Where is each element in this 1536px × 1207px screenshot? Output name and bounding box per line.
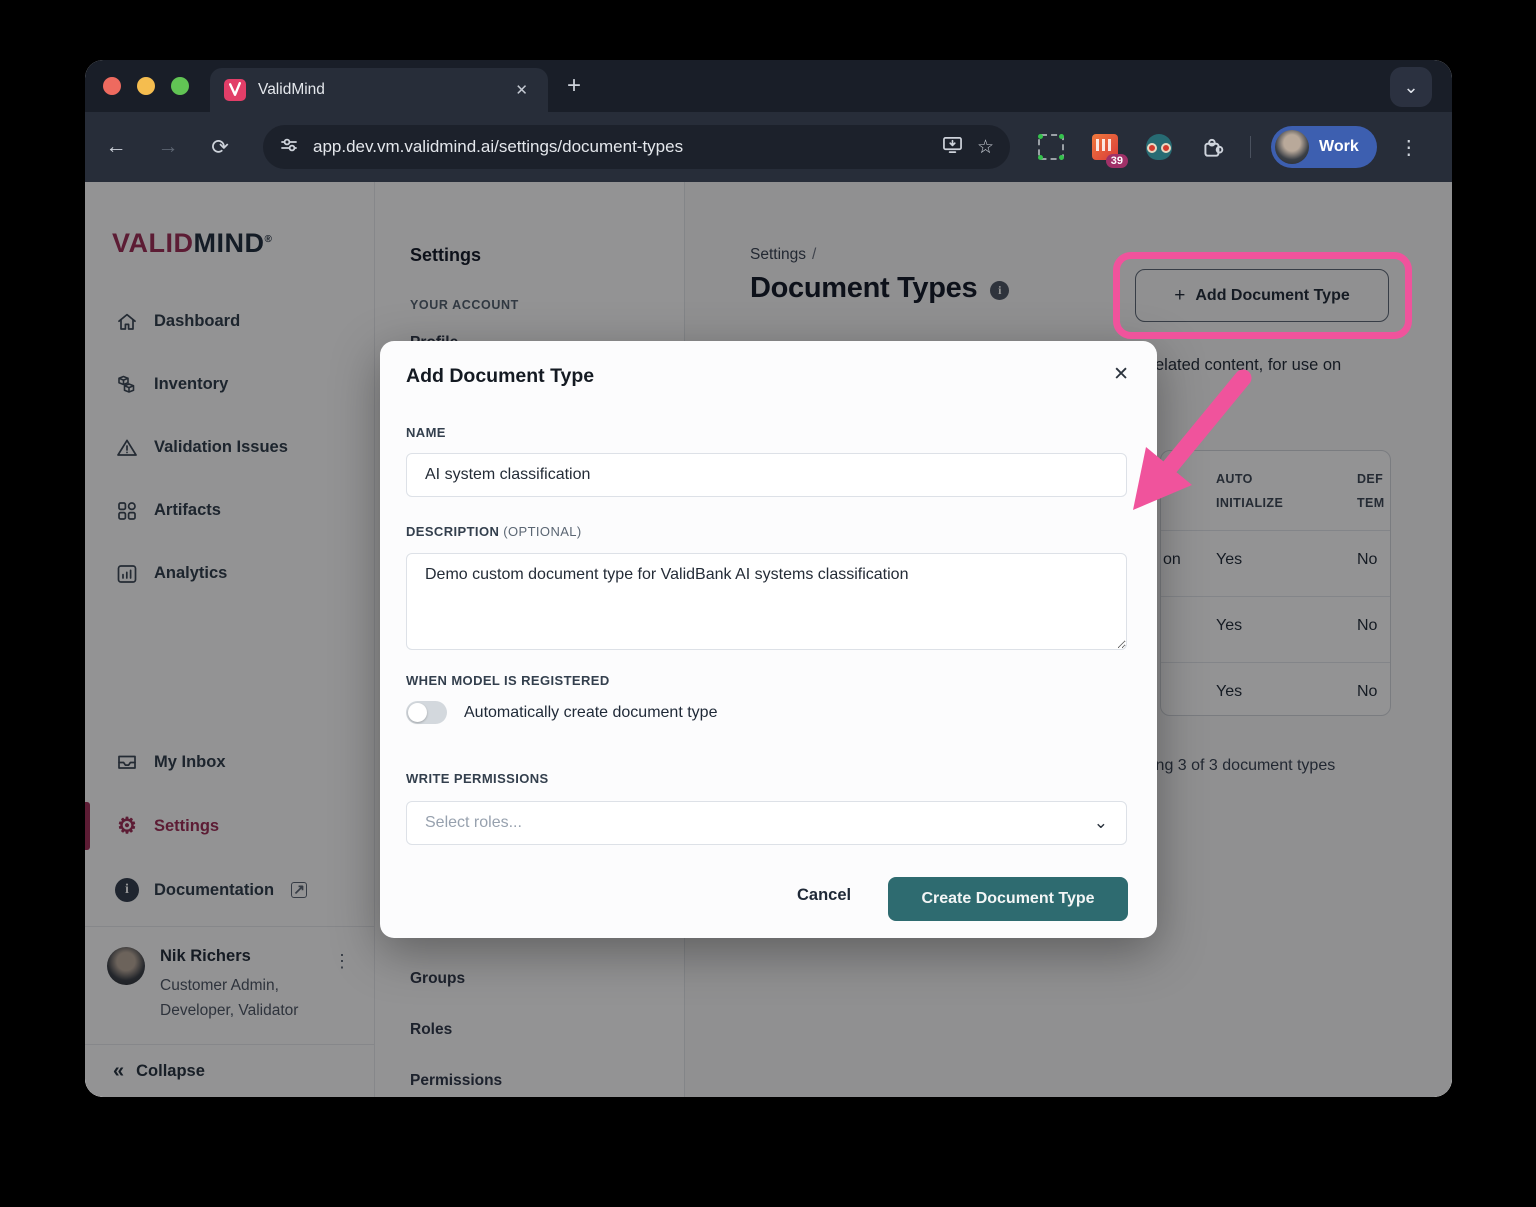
warning-triangle-icon — [117, 439, 137, 456]
description-label: DESCRIPTION (OPTIONAL) — [406, 524, 582, 539]
browser-window: ValidMind ✕ + ⌄ ← → ⟳ app.dev.vm.validmi… — [85, 60, 1452, 1097]
sidebar-item-inventory[interactable]: Inventory — [85, 353, 374, 416]
grid-icon — [118, 501, 136, 520]
extension-badge: 39 — [1105, 154, 1128, 168]
keyboard-extension-icon[interactable]: 39 — [1092, 134, 1128, 168]
add-document-type-button[interactable]: + Add Document Type — [1135, 269, 1389, 322]
name-input[interactable] — [406, 453, 1127, 497]
write-permissions-label: WRITE PERMISSIONS — [406, 771, 549, 786]
browser-tab[interactable]: ValidMind ✕ — [210, 68, 548, 112]
auto-create-toggle[interactable] — [406, 701, 447, 724]
screenshot-extension-icon[interactable] — [1038, 134, 1064, 160]
new-tab-button[interactable]: + — [567, 72, 582, 99]
modal-close-icon[interactable]: ✕ — [1113, 364, 1129, 385]
user-avatar — [107, 947, 145, 985]
collapse-chevrons-icon: « — [113, 1059, 125, 1082]
back-icon[interactable]: ← — [105, 135, 127, 158]
user-block[interactable]: Nik Richers Customer Admin, Developer, V… — [85, 926, 374, 1044]
info-icon: i — [115, 878, 139, 902]
sidebar-item-artifacts[interactable]: Artifacts — [85, 479, 374, 542]
site-settings-icon[interactable] — [279, 135, 299, 160]
settings-nav-title: Settings — [410, 245, 482, 265]
gear-icon: ⚙ — [117, 813, 137, 838]
table-header-row: AUTO INITIALIZE DEF TEM — [1161, 451, 1390, 531]
sidebar-item-settings[interactable]: ⚙ Settings — [85, 794, 374, 858]
bar-chart-icon — [117, 564, 137, 583]
document-types-table: AUTO INITIALIZE DEF TEM on Yes No Yes — [1160, 450, 1391, 716]
sidebar-item-documentation[interactable]: i Documentation ↗ — [85, 858, 374, 922]
external-link-icon: ↗ — [291, 882, 308, 898]
browser-menu-kebab-icon[interactable]: ⋮ — [1398, 136, 1419, 159]
toolbar-divider — [1250, 136, 1251, 158]
collapse-sidebar-button[interactable]: « Collapse — [85, 1044, 374, 1097]
tab-strip: ValidMind ✕ + ⌄ — [85, 60, 1452, 112]
settings-nav-item-roles[interactable]: Roles — [410, 1021, 453, 1038]
table-count-caption: ing 3 of 3 document types — [1152, 757, 1336, 774]
toggle-knob — [408, 703, 427, 722]
settings-nav-item-groups[interactable]: Groups — [410, 970, 466, 987]
roles-select-placeholder: Select roles... — [425, 814, 522, 831]
plus-icon: + — [1174, 284, 1186, 306]
table-row[interactable]: Yes No — [1216, 683, 1378, 700]
add-document-type-modal: Add Document Type ✕ NAME DESCRIPTION (OP… — [380, 341, 1157, 938]
annotation-arrow — [1133, 369, 1252, 510]
reload-icon[interactable]: ⟳ — [211, 135, 229, 159]
auto-create-toggle-label: Automatically create document type — [464, 703, 718, 721]
profile-avatar — [1275, 130, 1309, 164]
address-bar[interactable]: app.dev.vm.validmind.ai/settings/documen… — [263, 125, 1010, 169]
page-description-fragment: elated content, for use on — [1155, 356, 1342, 374]
macos-zoom-button[interactable] — [171, 77, 189, 95]
tab-search-chevron-icon[interactable]: ⌄ — [1390, 67, 1432, 107]
tab-close-icon[interactable]: ✕ — [515, 82, 528, 99]
bookmark-star-icon[interactable]: ☆ — [976, 136, 994, 158]
inbox-icon — [118, 755, 136, 769]
home-icon — [118, 313, 136, 330]
table-row[interactable]: Yes No — [1161, 597, 1390, 663]
sidebar-item-dashboard[interactable]: Dashboard — [85, 290, 374, 353]
install-app-icon[interactable] — [942, 135, 963, 160]
cancel-button[interactable]: Cancel — [797, 886, 852, 904]
browser-toolbar: ← → ⟳ app.dev.vm.validmind.ai/settings/d… — [85, 112, 1452, 182]
boxes-icon — [118, 375, 135, 393]
extensions-puzzle-icon[interactable] — [1200, 134, 1226, 160]
validmind-favicon-icon — [224, 79, 246, 101]
name-label: NAME — [406, 425, 446, 440]
profile-name: Work — [1319, 138, 1359, 155]
goggles-extension-icon[interactable] — [1146, 134, 1172, 160]
sidebar-item-my-inbox[interactable]: My Inbox — [85, 730, 374, 794]
settings-nav-section-your-account: YOUR ACCOUNT — [410, 298, 519, 312]
macos-close-button[interactable] — [103, 77, 121, 95]
chevron-down-icon: ⌄ — [1093, 813, 1108, 832]
roles-select[interactable]: Select roles... ⌄ — [406, 801, 1127, 845]
page-title: Document Types — [750, 272, 978, 304]
settings-nav-item-permissions[interactable]: Permissions — [410, 1072, 503, 1089]
user-roles: Customer Admin, Developer, Validator — [160, 977, 299, 1019]
browser-profile-button[interactable]: Work — [1271, 126, 1377, 168]
table-row[interactable]: on Yes No — [1161, 531, 1390, 597]
breadcrumb[interactable]: Settings / — [750, 246, 817, 263]
sidebar-item-validation-issues[interactable]: Validation Issues — [85, 416, 374, 479]
validmind-logo: VALIDMIND® — [112, 228, 273, 258]
modal-title: Add Document Type — [406, 365, 595, 387]
annotation-highlight-rect — [1113, 252, 1412, 339]
page-title-info-icon[interactable]: i — [990, 281, 1010, 300]
macos-minimize-button[interactable] — [137, 77, 155, 95]
tab-title: ValidMind — [258, 81, 325, 98]
column-default-template: DEF TEM — [1357, 472, 1385, 510]
when-model-registered-label: WHEN MODEL IS REGISTERED — [406, 673, 610, 688]
primary-sidebar: VALIDMIND® Dashboard Inventory — [85, 182, 375, 1097]
description-textarea[interactable]: Demo custom document type for ValidBank … — [406, 553, 1127, 650]
sidebar-item-analytics[interactable]: Analytics — [85, 542, 374, 605]
forward-icon[interactable]: → — [157, 135, 179, 158]
user-menu-kebab-icon[interactable]: ⋮ — [333, 951, 352, 971]
column-auto-initialize: AUTO INITIALIZE — [1216, 472, 1284, 510]
create-document-type-button[interactable]: Create Document Type — [888, 877, 1128, 921]
url-text[interactable]: app.dev.vm.validmind.ai/settings/documen… — [313, 137, 684, 156]
user-name: Nik Richers — [160, 947, 251, 965]
